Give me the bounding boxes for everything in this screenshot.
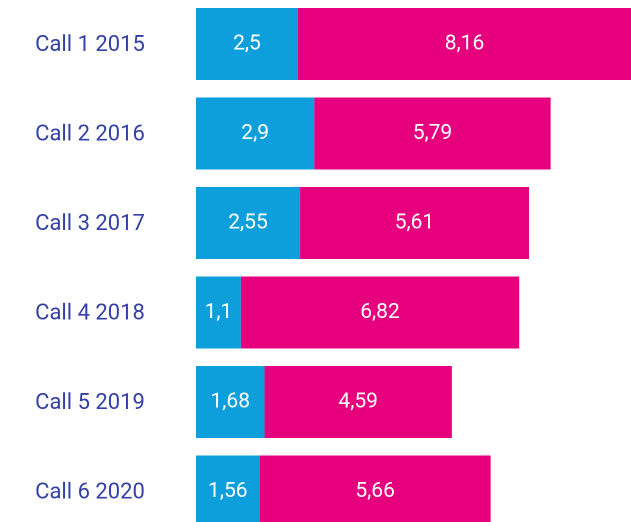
category-label: Call 4 2018 — [35, 300, 145, 325]
bar-segment — [196, 366, 265, 438]
value-label: 5,61 — [395, 211, 435, 235]
category-label: Call 3 2017 — [35, 211, 145, 236]
bar-segment — [259, 455, 491, 522]
category-label: Call 5 2019 — [35, 390, 145, 415]
value-label: 6,82 — [360, 300, 400, 324]
value-label: 1,1 — [205, 300, 233, 324]
value-label: 8,16 — [445, 32, 485, 56]
value-label: 2,5 — [233, 32, 261, 56]
bar-segment — [300, 187, 529, 259]
bar-segment — [240, 276, 520, 349]
bar-segment — [196, 276, 241, 349]
bar-segment — [298, 8, 631, 80]
value-label: 4,59 — [338, 390, 378, 414]
bar-segment — [264, 366, 452, 438]
bar-segment — [196, 97, 315, 170]
value-label: 5,79 — [413, 121, 453, 145]
category-label: Call 2 2016 — [35, 121, 145, 146]
bar-segment — [314, 97, 551, 170]
value-label: 5,66 — [355, 479, 395, 503]
bar-segment — [196, 8, 299, 80]
value-label: 2,9 — [241, 121, 269, 145]
value-label: 1,56 — [208, 479, 248, 503]
bar-segment — [196, 455, 260, 522]
value-label: 2,55 — [228, 211, 268, 235]
category-label: Call 6 2020 — [35, 479, 145, 504]
value-label: 1,68 — [211, 390, 251, 414]
bar-segment — [196, 187, 301, 259]
category-label: Call 1 2015 — [35, 32, 145, 57]
